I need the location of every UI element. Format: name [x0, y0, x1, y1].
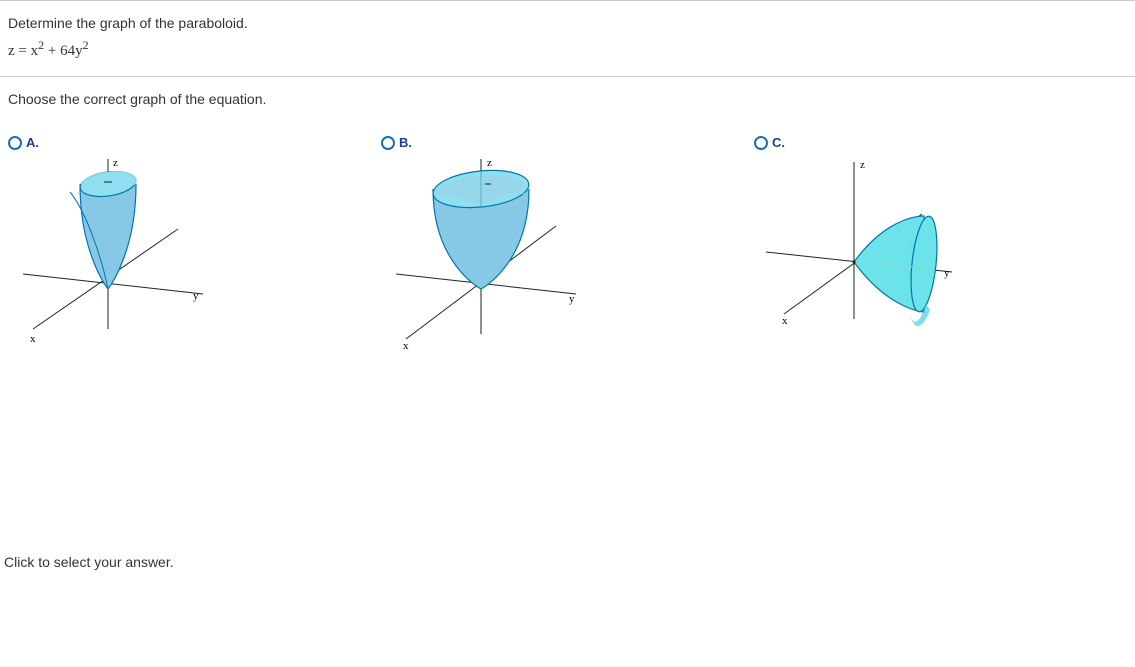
graph-c: z y x — [754, 154, 954, 354]
vertex-c — [853, 261, 856, 264]
y-label-c: y — [944, 267, 950, 279]
option-a[interactable]: A. z — [8, 135, 381, 354]
question-prompt-1: Determine the graph of the paraboloid. z… — [0, 1, 1135, 76]
prompt-text-1: Determine the graph of the paraboloid. — [8, 15, 1127, 31]
option-b-label: B. — [399, 135, 412, 150]
paraboloid-outer-a — [80, 184, 136, 289]
spacer — [0, 364, 1135, 544]
equation: z = x2 + 64y2 — [8, 43, 1127, 60]
option-b[interactable]: B. z — [381, 135, 754, 354]
option-a-header[interactable]: A. — [8, 135, 39, 150]
option-c-label: C. — [772, 135, 785, 150]
graph-b: z y x — [381, 154, 581, 354]
question-prompt-2: Choose the correct graph of the equation… — [0, 76, 1135, 129]
y-label-a: y — [193, 290, 199, 302]
option-a-label: A. — [26, 135, 39, 150]
x-label-b: x — [403, 340, 409, 352]
option-c-header[interactable]: C. — [754, 135, 785, 150]
y-label-b: y — [569, 293, 575, 305]
option-c[interactable]: C. z y x — [754, 135, 1127, 354]
z-label-c: z — [860, 159, 865, 171]
x-label-c: x — [782, 315, 788, 327]
z-label-a: z — [113, 157, 118, 169]
prompt-text-2: Choose the correct graph of the equation… — [8, 91, 1127, 107]
radio-c[interactable] — [754, 136, 768, 150]
radio-a[interactable] — [8, 136, 22, 150]
radio-b[interactable] — [381, 136, 395, 150]
option-b-header[interactable]: B. — [381, 135, 412, 150]
footer-instruction: Click to select your answer. — [0, 544, 1135, 580]
graph-a: z y x — [8, 154, 208, 354]
z-label-b: z — [487, 157, 492, 169]
x-label-a: x — [30, 333, 36, 345]
options-row: A. z — [0, 129, 1135, 364]
